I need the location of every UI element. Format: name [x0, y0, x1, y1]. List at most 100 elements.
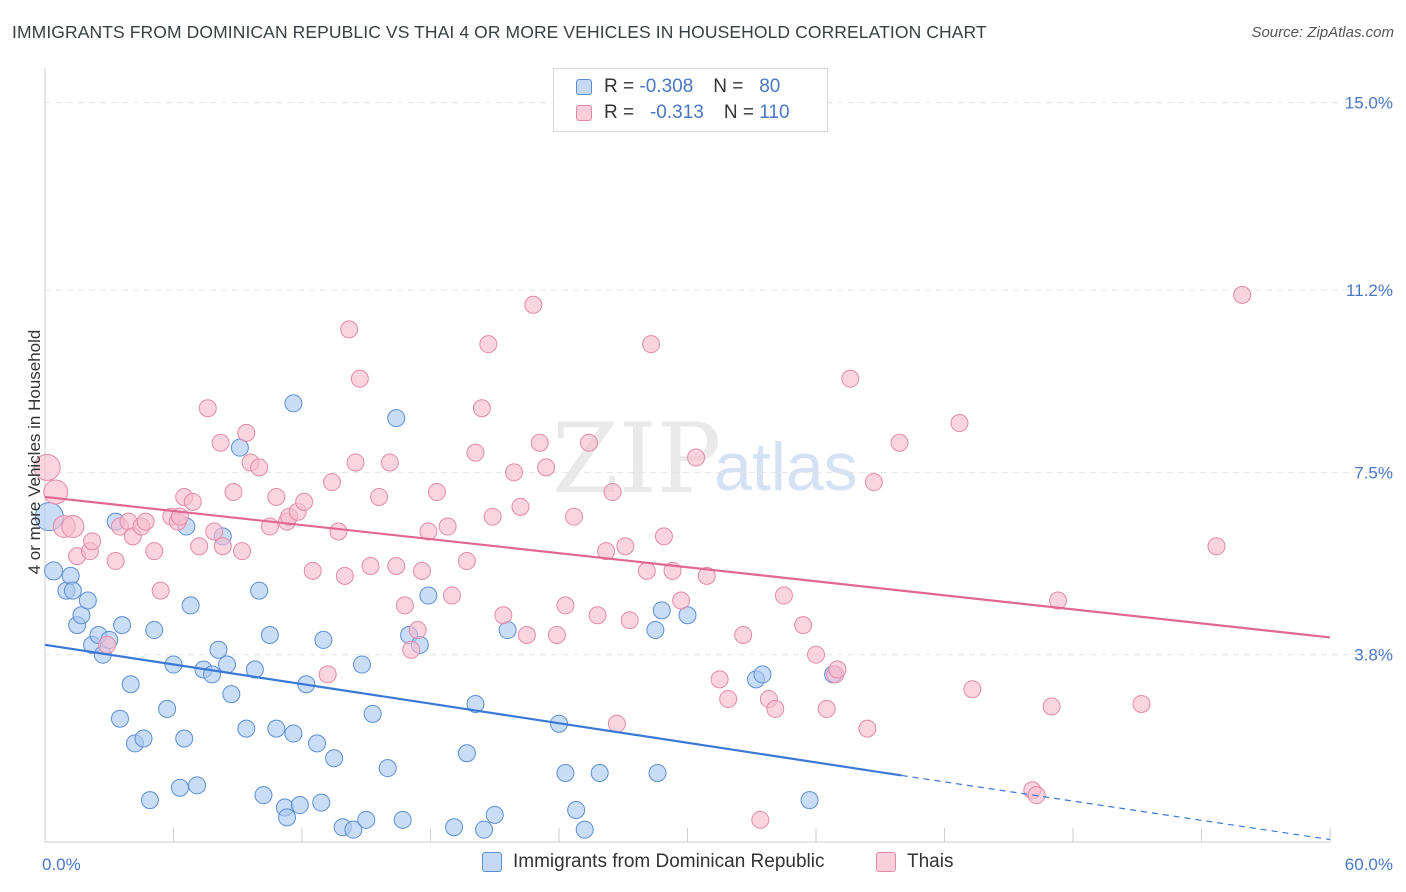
dominican-point [325, 749, 344, 768]
y-tick-label: 15.0% [1345, 94, 1393, 113]
thais-point [380, 453, 399, 472]
legend-item-thais: Thais [876, 851, 953, 873]
thais-point [340, 320, 359, 339]
dominican-point [314, 630, 333, 649]
thais-point [136, 512, 155, 531]
thais-point [442, 586, 461, 605]
legend-row-dominican: R = -0.308 N = 80 [576, 74, 780, 100]
thais-point [588, 606, 607, 625]
thais-point [427, 483, 446, 502]
source-credit: Source: ZipAtlas.com [1251, 24, 1394, 41]
thais-point [402, 640, 421, 659]
thais-point [494, 606, 513, 625]
thais-point [950, 414, 969, 433]
thais-point [295, 492, 314, 511]
thais-point [346, 453, 365, 472]
thais-point [237, 423, 256, 442]
dominican-point [284, 394, 303, 413]
legend-item-dominican: Immigrants from Dominican Republic [482, 851, 825, 873]
dominican-point [800, 791, 819, 810]
dominican-point [363, 704, 382, 723]
dominican-point [466, 694, 485, 713]
dominican-point [344, 820, 363, 839]
thais-point [858, 719, 877, 738]
dominican-point [284, 724, 303, 743]
thais-point [466, 443, 485, 462]
dominican-point [352, 655, 371, 674]
legend-r-label: R = [604, 76, 635, 97]
x-tick-label: 60.0% [1345, 855, 1393, 874]
dominican-point [393, 810, 412, 829]
thais-point [864, 473, 883, 492]
legend-r-value: -0.308 [639, 76, 694, 97]
thais-point [387, 556, 406, 575]
thais-point [505, 463, 524, 482]
thais-point [616, 537, 635, 556]
dominican-point [260, 625, 279, 644]
thais-point [597, 542, 616, 561]
thais-point [719, 690, 738, 709]
thais-point [734, 625, 753, 644]
watermark-atlas: atlas [714, 429, 858, 505]
thais-point [794, 616, 813, 635]
dominican-point [475, 820, 494, 839]
thais-trend-line [44, 495, 1331, 639]
thais-point [564, 507, 583, 526]
legend-swatch-pink [576, 105, 592, 121]
dominican-point [575, 820, 594, 839]
dominican-point [61, 566, 80, 585]
thais-point [710, 670, 729, 689]
dominican-point [170, 778, 189, 797]
thais-point [61, 515, 85, 539]
thais-point [198, 399, 217, 418]
thais-point [43, 479, 69, 505]
thais-point [335, 566, 354, 585]
thais-point [472, 399, 491, 418]
thais-point [774, 586, 793, 605]
dominican-point [267, 719, 286, 738]
y-tick-label: 7.5% [1354, 463, 1393, 482]
thais-point [395, 596, 414, 615]
dominican-point [140, 791, 159, 810]
dominican-point [357, 810, 376, 829]
thais-point [183, 492, 202, 511]
thais-point [151, 581, 170, 600]
dominican-point [648, 763, 667, 782]
thais-point [438, 517, 457, 536]
legend-row-thais: R = -0.313 N = 110 [576, 100, 790, 126]
dominican-point [188, 776, 207, 795]
dominican-point [250, 581, 269, 600]
zipatlas-watermark: ZIP atlas [552, 403, 858, 515]
x-tick-labels: 0.0% 60.0% [42, 855, 1393, 874]
thais-point [697, 566, 716, 585]
thais-point [524, 295, 543, 314]
thais-point [607, 714, 626, 733]
dominican-point [245, 660, 264, 679]
thais-point [205, 522, 224, 541]
thais-point [817, 699, 836, 718]
legend-r-value: -0.313 [649, 102, 704, 123]
thais-point [83, 532, 102, 551]
thais-point [530, 433, 549, 452]
thais-point [211, 433, 230, 452]
dominican-point [209, 640, 228, 659]
dominican-point [63, 581, 82, 600]
thais-point [361, 556, 380, 575]
thais-point [479, 335, 498, 354]
series-legend: Immigrants from Dominican Republic Thais [0, 851, 1406, 879]
dominican-point [78, 591, 97, 610]
thais-point [579, 433, 598, 452]
thais-point [687, 448, 706, 467]
thais-point [329, 522, 348, 541]
thais-point [350, 369, 369, 388]
dominican-point [378, 759, 397, 778]
legend-n-label: N = [713, 76, 744, 97]
thais-point [511, 497, 530, 516]
dominican-trend-line [44, 643, 902, 777]
thais-point [517, 625, 536, 644]
thais-point [537, 458, 556, 477]
thais-point [1042, 697, 1061, 716]
dominican-point [113, 616, 132, 635]
thais-point [483, 507, 502, 526]
